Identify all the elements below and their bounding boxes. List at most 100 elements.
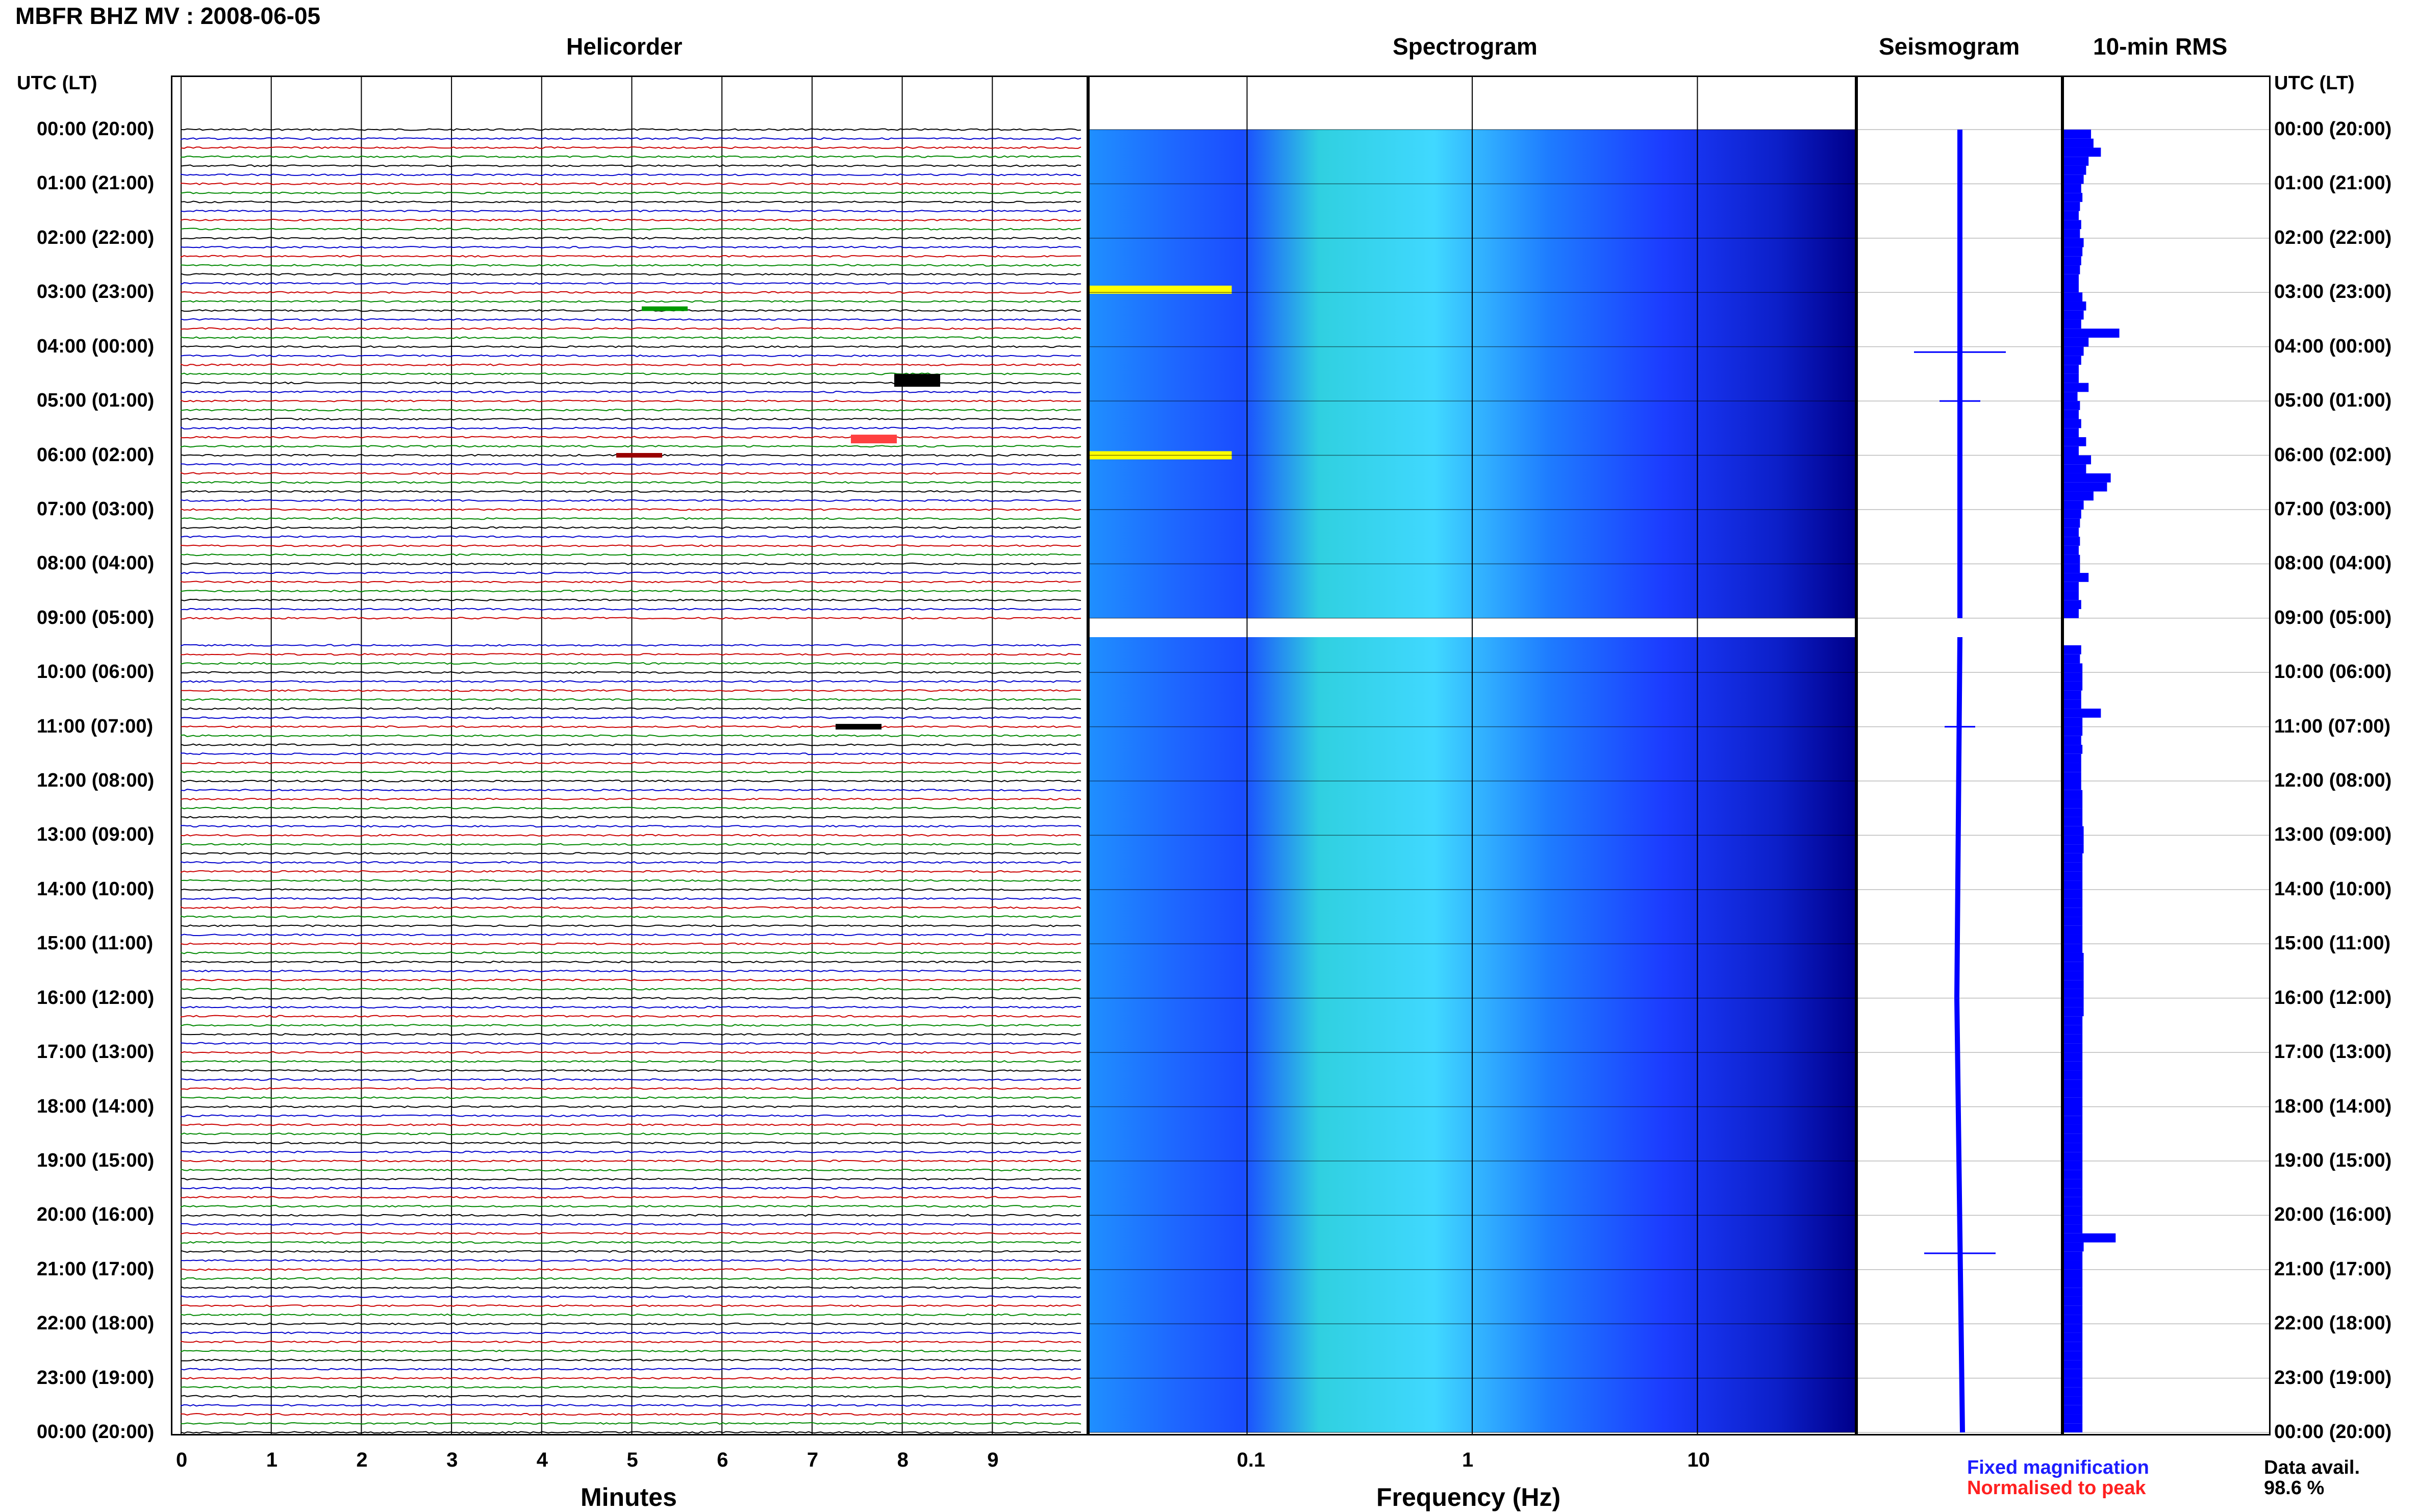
rms-bar — [2064, 609, 2079, 618]
time-label-right: 22:00 (18:00) — [2274, 1313, 2392, 1334]
time-label: 12:00 (08:00) — [37, 770, 155, 791]
rms-bar — [2064, 446, 2079, 456]
rms-bar — [2064, 337, 2089, 347]
legend-fixed-magnification: Fixed magnification — [1967, 1457, 2149, 1478]
rms-bar — [2064, 1025, 2083, 1035]
helicorder-trace — [181, 1078, 1081, 1081]
helicorder-trace — [181, 725, 1081, 728]
rms-bar — [2064, 645, 2081, 654]
rms-bar — [2064, 753, 2081, 763]
helicorder-trace — [181, 200, 1081, 204]
time-label-right: 07:00 (03:00) — [2274, 498, 2392, 520]
rms-bar — [2064, 130, 2092, 139]
helicorder-trace — [181, 698, 1081, 701]
helicorder-trace — [181, 255, 1081, 258]
rms-bar — [2064, 763, 2081, 772]
time-label: 18:00 (14:00) — [37, 1095, 155, 1117]
rms-bar — [2064, 518, 2080, 528]
helicorder-x-tick: 2 — [356, 1449, 368, 1471]
rms-bar — [2064, 509, 2081, 519]
rms-bar — [2064, 356, 2081, 365]
spectrogram-x-tick: 10 — [1687, 1449, 1710, 1471]
helicorder-trace — [181, 327, 1081, 330]
helicorder-trace — [181, 644, 1081, 647]
time-label: 15:00 (11:00) — [37, 933, 154, 954]
helicorder-trace — [181, 933, 1081, 937]
time-label: 11:00 (07:00) — [37, 715, 154, 737]
rms-bar — [2064, 880, 2083, 890]
time-label-right: 06:00 (02:00) — [2274, 444, 2392, 466]
seismogram-trace-mid — [1954, 637, 1962, 998]
helicorder-trace — [181, 1160, 1081, 1163]
seismogram-trace-bottom — [1954, 998, 1965, 1433]
helicorder-trace — [181, 834, 1081, 837]
helicorder-trace — [181, 861, 1081, 864]
helicorder-x-tick: 1 — [266, 1449, 278, 1471]
rms-bar — [2064, 944, 2083, 953]
helicorder-trace — [181, 490, 1081, 493]
rms-bar — [2064, 455, 2092, 465]
rms-bar — [2064, 980, 2084, 989]
rms-bar — [2064, 238, 2084, 247]
helicorder-trace — [181, 707, 1081, 710]
helicorder-trace — [181, 354, 1081, 358]
helicorder-trace — [181, 300, 1081, 303]
rms-bar — [2064, 799, 2083, 809]
helicorder-trace — [181, 1150, 1081, 1153]
rms-bar — [2064, 201, 2080, 211]
time-label: 22:00 (18:00) — [37, 1313, 155, 1334]
rms-bar — [2064, 1007, 2084, 1017]
rms-bar — [2064, 138, 2094, 148]
helicorder-trace — [181, 662, 1081, 665]
data-avail-value: 98.6 % — [2264, 1477, 2325, 1499]
helicorder-trace — [181, 1060, 1081, 1063]
time-label: 01:00 (21:00) — [37, 172, 155, 194]
rms-bar — [2064, 274, 2079, 284]
rms-bar — [2064, 582, 2079, 591]
rms-bar — [2064, 564, 2080, 573]
spectrogram-plot — [1090, 77, 1855, 1434]
helicorder-trace — [181, 1358, 1081, 1362]
helicorder-event — [642, 306, 688, 311]
rms-bar — [2064, 165, 2086, 175]
rms-bar — [2064, 781, 2081, 790]
helicorder-trace — [181, 1051, 1081, 1054]
helicorder-trace — [181, 1286, 1081, 1289]
rms-bar — [2064, 1224, 2083, 1233]
helicorder-trace — [181, 1304, 1081, 1307]
helicorder-x-tick: 4 — [536, 1449, 548, 1471]
helicorder-trace — [181, 1214, 1081, 1217]
rms-bar — [2064, 1387, 2083, 1397]
data-avail-label: Data avail. — [2264, 1457, 2360, 1478]
rms-bar — [2064, 410, 2079, 419]
rms-panel — [2062, 75, 2271, 1435]
rms-bar — [2064, 962, 2084, 971]
helicorder-trace — [181, 1204, 1081, 1208]
helicorder-trace — [181, 915, 1081, 918]
helicorder-trace — [181, 137, 1081, 140]
rms-bar — [2064, 709, 2101, 718]
helicorder-trace — [181, 978, 1081, 981]
helicorder-trace — [181, 426, 1081, 430]
rms-header: 10-min RMS — [2093, 33, 2228, 60]
time-label: 16:00 (12:00) — [37, 987, 155, 1009]
rms-bar — [2064, 1116, 2083, 1125]
rms-plot — [2064, 129, 2269, 1433]
rms-bar — [2064, 1288, 2083, 1297]
rms-bar — [2064, 301, 2086, 311]
rms-bar — [2064, 555, 2080, 564]
helicorder-trace — [181, 816, 1081, 819]
rms-bar — [2064, 1342, 2083, 1351]
helicorder-event — [894, 374, 940, 387]
rms-bar — [2064, 1043, 2083, 1053]
rms-bar — [2064, 1206, 2083, 1216]
helicorder-trace — [181, 1313, 1081, 1317]
helicorder-trace — [181, 581, 1081, 584]
spectrogram-peak-band — [1090, 285, 1232, 294]
rms-bar — [2064, 1079, 2083, 1089]
time-label-right: 03:00 (23:00) — [2274, 281, 2392, 303]
rms-bar — [2064, 717, 2083, 727]
helicorder-trace — [181, 173, 1081, 177]
helicorder-trace — [181, 969, 1081, 973]
rms-bar — [2064, 654, 2080, 664]
